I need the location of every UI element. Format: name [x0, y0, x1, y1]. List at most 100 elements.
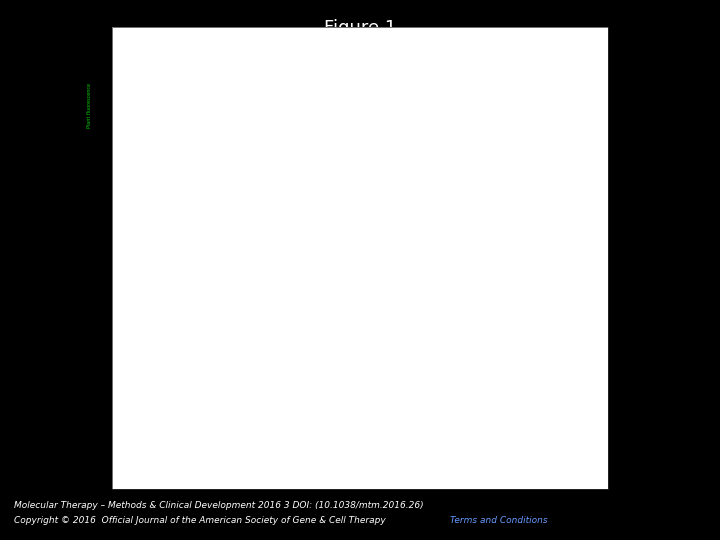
Ellipse shape	[394, 450, 408, 458]
Ellipse shape	[392, 343, 403, 357]
Ellipse shape	[376, 348, 387, 354]
Ellipse shape	[370, 446, 383, 454]
Bar	[212, 58, 310, 153]
Ellipse shape	[266, 437, 277, 443]
Ellipse shape	[516, 118, 559, 128]
Ellipse shape	[323, 376, 339, 393]
Bar	[428, 404, 485, 485]
Ellipse shape	[318, 407, 342, 421]
Ellipse shape	[313, 340, 328, 346]
Ellipse shape	[230, 322, 251, 333]
Ellipse shape	[515, 446, 532, 463]
Ellipse shape	[292, 346, 312, 357]
Ellipse shape	[572, 69, 613, 78]
Text: d: d	[99, 301, 108, 314]
Ellipse shape	[184, 433, 202, 443]
Text: Figure 1: Figure 1	[324, 19, 396, 37]
Bar	[296, 323, 355, 375]
Ellipse shape	[297, 333, 309, 340]
Text: KNKV: KNKV	[258, 312, 271, 317]
Ellipse shape	[269, 440, 292, 453]
Ellipse shape	[379, 437, 391, 445]
Ellipse shape	[245, 348, 259, 355]
Ellipse shape	[356, 444, 370, 450]
Ellipse shape	[294, 470, 310, 479]
Ellipse shape	[401, 106, 456, 122]
Bar	[170, 283, 194, 311]
Ellipse shape	[571, 113, 604, 120]
Ellipse shape	[381, 408, 401, 419]
Bar	[290, 231, 315, 311]
Bar	[545, 404, 603, 485]
Ellipse shape	[544, 127, 578, 139]
Bar	[311, 58, 409, 153]
Ellipse shape	[425, 94, 479, 110]
Ellipse shape	[201, 436, 213, 444]
Ellipse shape	[426, 359, 435, 367]
Ellipse shape	[194, 323, 222, 336]
Bar	[487, 323, 544, 403]
Ellipse shape	[348, 110, 362, 118]
Ellipse shape	[394, 320, 406, 334]
Ellipse shape	[398, 420, 419, 431]
Ellipse shape	[246, 122, 283, 138]
Ellipse shape	[549, 116, 597, 132]
Ellipse shape	[482, 140, 503, 152]
Ellipse shape	[336, 384, 354, 395]
Ellipse shape	[391, 462, 402, 468]
Bar	[130, 301, 153, 311]
Text: HuB/DAPI: HuB/DAPI	[101, 393, 106, 416]
Ellipse shape	[370, 475, 388, 483]
Ellipse shape	[492, 101, 549, 118]
Ellipse shape	[222, 72, 290, 87]
Ellipse shape	[526, 125, 589, 138]
Ellipse shape	[555, 392, 567, 401]
Ellipse shape	[403, 390, 419, 404]
Ellipse shape	[546, 105, 575, 111]
Text: a: a	[96, 36, 104, 49]
Bar	[410, 58, 508, 153]
Bar	[112, 323, 172, 375]
Ellipse shape	[497, 354, 513, 369]
Ellipse shape	[258, 453, 273, 461]
Ellipse shape	[392, 449, 412, 458]
Ellipse shape	[233, 418, 253, 431]
Ellipse shape	[387, 322, 400, 333]
Ellipse shape	[265, 364, 284, 379]
Ellipse shape	[378, 447, 394, 455]
Ellipse shape	[392, 458, 407, 472]
Ellipse shape	[169, 391, 198, 406]
Ellipse shape	[461, 73, 518, 86]
Ellipse shape	[527, 424, 545, 440]
Bar	[112, 432, 172, 485]
Ellipse shape	[501, 411, 506, 417]
Ellipse shape	[210, 328, 225, 336]
Ellipse shape	[355, 414, 374, 421]
Ellipse shape	[305, 429, 325, 441]
Ellipse shape	[474, 141, 516, 154]
Text: TMR-empty vector: TMR-empty vector	[416, 426, 420, 464]
Text: ***: ***	[177, 234, 187, 240]
Text: Terms and Conditions: Terms and Conditions	[450, 516, 548, 525]
Ellipse shape	[357, 127, 408, 141]
Ellipse shape	[289, 417, 319, 429]
Text: Molecular Therapy – Methods & Clinical Development 2016 3 DOI: (10.1038/mtm.2016: Molecular Therapy – Methods & Clinical D…	[14, 501, 424, 510]
Ellipse shape	[377, 407, 390, 414]
Ellipse shape	[381, 380, 411, 393]
Text: ****: ****	[215, 196, 229, 202]
Ellipse shape	[234, 434, 255, 445]
Ellipse shape	[536, 128, 608, 141]
Ellipse shape	[356, 81, 401, 99]
Ellipse shape	[539, 130, 616, 145]
Ellipse shape	[333, 420, 353, 431]
Ellipse shape	[339, 349, 356, 365]
Ellipse shape	[328, 390, 336, 395]
Ellipse shape	[254, 438, 274, 449]
Ellipse shape	[394, 397, 403, 402]
Bar	[357, 432, 416, 485]
Ellipse shape	[247, 363, 262, 370]
Ellipse shape	[189, 460, 204, 469]
Text: Y731F/Y700F/T462V: Y731F/Y700F/T462V	[527, 44, 590, 49]
Ellipse shape	[354, 330, 372, 339]
Ellipse shape	[230, 349, 256, 363]
